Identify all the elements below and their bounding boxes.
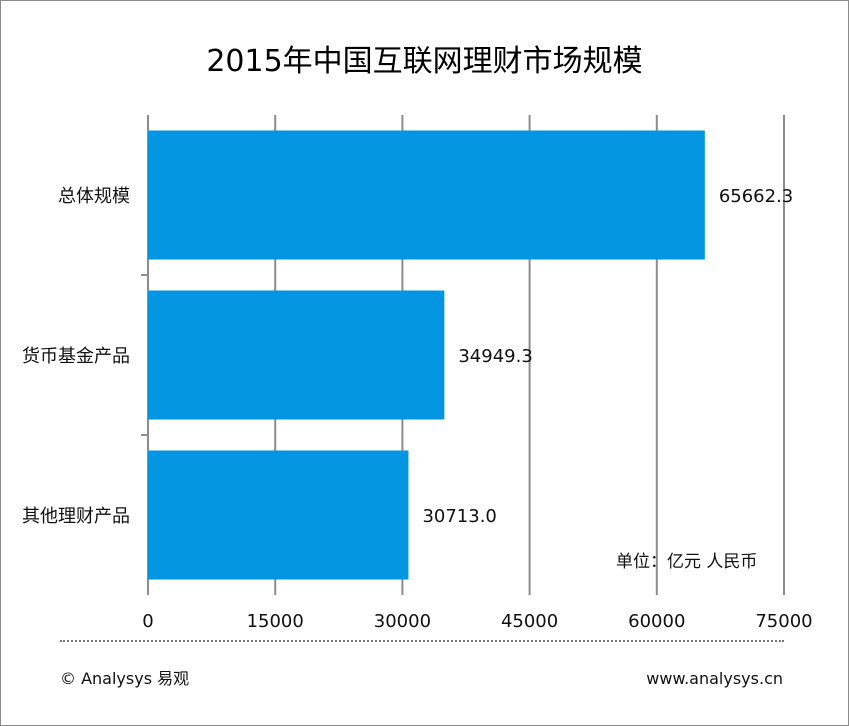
x-tick-label: 15000	[247, 611, 304, 632]
category-label: 货币基金产品	[22, 346, 130, 367]
bars	[148, 130, 705, 580]
value-label: 65662.3	[719, 186, 793, 207]
x-tick-label: 0	[142, 611, 153, 632]
value-label: 34949.3	[458, 346, 532, 367]
x-tick-labels: 0 15000 30000 45000 60000 75000	[142, 611, 812, 632]
footer-website: www.analysys.cn	[646, 669, 783, 688]
bar	[148, 450, 409, 580]
category-label: 总体规模	[58, 186, 130, 207]
value-label: 30713.0	[422, 506, 496, 527]
value-labels: 65662.3 34949.3 30713.0	[422, 186, 793, 527]
footer-divider	[60, 640, 784, 642]
unit-note: 单位：亿元 人民币	[616, 552, 758, 572]
x-tick-label: 30000	[374, 611, 431, 632]
category-label: 其他理财产品	[22, 506, 130, 527]
chart-title: 2015年中国互联网理财市场规模	[206, 44, 643, 79]
bar	[148, 130, 705, 260]
bar	[148, 290, 445, 420]
x-tick-label: 75000	[755, 611, 812, 632]
footer-copyright: © Analysys 易观	[60, 669, 190, 688]
x-tick-label: 45000	[501, 611, 558, 632]
x-tick-label: 60000	[628, 611, 685, 632]
